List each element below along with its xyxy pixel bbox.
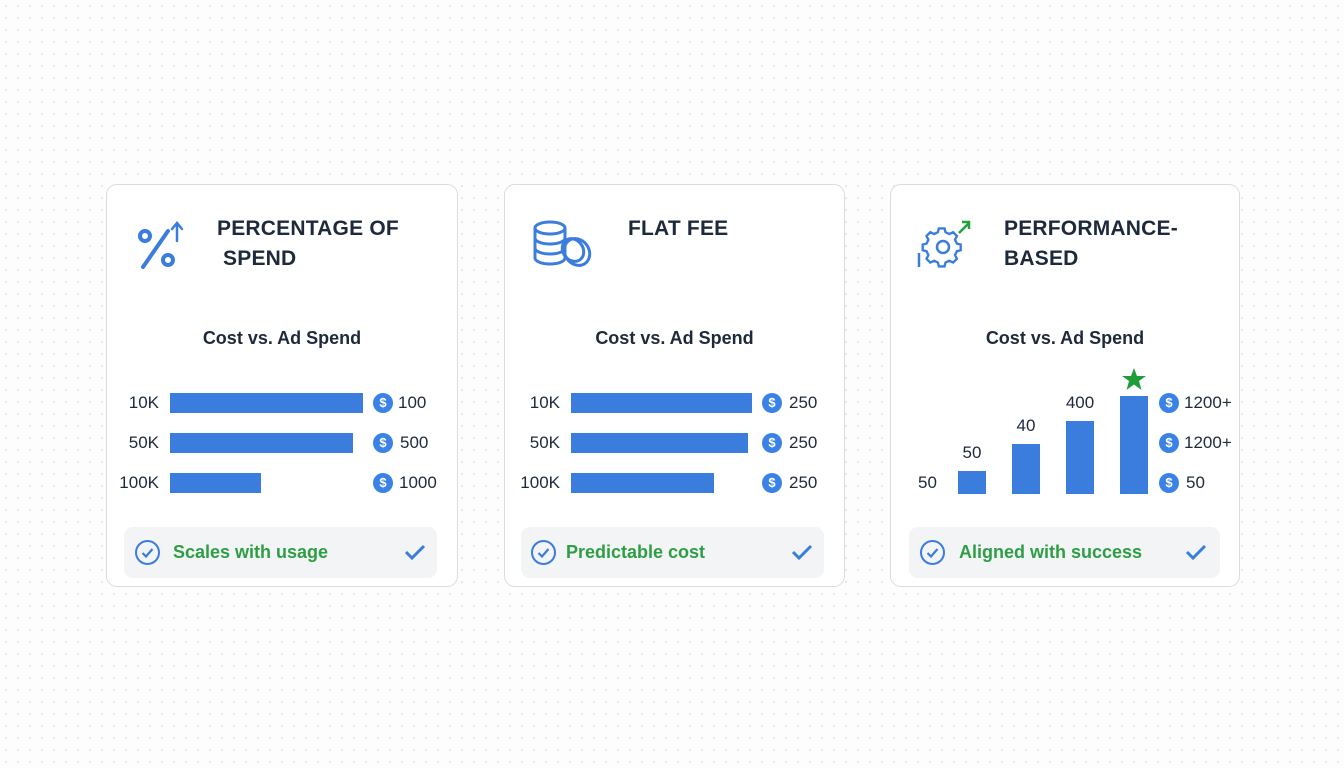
cost-value: 250: [789, 473, 818, 492]
bar-label: 400: [1065, 393, 1095, 412]
benefit-text: Predictable cost: [566, 542, 706, 562]
checkmark-icon: [404, 543, 426, 561]
card-title: PERCENTAGE OF SPEND: [217, 217, 399, 270]
check-circle-icon: [531, 540, 556, 565]
cost-value: 500: [400, 433, 429, 452]
dollar-coin-icon: $: [373, 433, 393, 453]
cost-bar: [571, 473, 714, 493]
card-title: PERFORMANCE- BASED: [1004, 217, 1178, 270]
cost-bar: [170, 393, 363, 413]
cost-value: 250: [789, 393, 818, 412]
cost-bar: [1120, 396, 1148, 494]
benefit-banner: Predictable cost: [521, 527, 824, 578]
spend-label: 50K: [529, 433, 560, 452]
dollar-coin-icon: $: [1159, 433, 1179, 453]
cost-value: 100: [398, 393, 427, 412]
cost-bar: [170, 433, 354, 453]
dollar-coin-icon: $: [762, 393, 782, 413]
spend-label: 50K: [128, 433, 159, 452]
cost-value: 1000: [399, 473, 437, 492]
spend-label: 100K: [520, 473, 560, 492]
gear-growth-icon: [917, 219, 973, 276]
dollar-coin-icon: $: [373, 473, 393, 493]
cost-bar: [1012, 444, 1040, 494]
cost-bar: [571, 433, 749, 453]
spend-label: 10K: [529, 393, 560, 412]
dollar-coin-icon: $: [762, 433, 782, 453]
checkmark-icon: [791, 543, 813, 561]
cost-bar: [571, 393, 752, 413]
benefit-banner: Scales with usage: [124, 527, 437, 578]
chart-subtitle: Cost vs. Ad Spend: [985, 328, 1145, 348]
chart-subtitle: Cost vs. Ad Spend: [202, 328, 362, 348]
pricing-card-performance: PERFORMANCE- BASED Cost vs. Ad Spend 50 …: [890, 184, 1240, 587]
pricing-card-percentage: PERCENTAGE OF SPEND Cost vs. Ad Spend 10…: [106, 184, 458, 587]
cost-bar: [1066, 421, 1094, 494]
benefit-text: Scales with usage: [173, 542, 329, 562]
cost-value: 1200+: [1184, 433, 1232, 452]
spend-label: 100K: [119, 473, 159, 492]
card-title: FLAT FEE: [628, 217, 729, 240]
cost-bar: [170, 473, 261, 493]
coins-icon: [532, 219, 594, 274]
dollar-coin-icon: $: [1159, 393, 1179, 413]
dollar-coin-icon: $: [762, 473, 782, 493]
benefit-text: Aligned with success: [959, 542, 1143, 562]
axis-label: 50: [918, 473, 937, 492]
cost-bar: [958, 471, 986, 494]
cost-value: 250: [789, 433, 818, 452]
cost-value: 50: [1186, 473, 1205, 492]
checkmark-icon: [1185, 543, 1207, 561]
dollar-coin-icon: $: [1159, 473, 1179, 493]
benefit-banner: Aligned with success: [909, 527, 1220, 578]
spend-label: 10K: [128, 393, 159, 412]
check-circle-icon: [135, 540, 160, 565]
bar-label: 50: [962, 443, 982, 462]
star-icon: [1122, 368, 1146, 395]
chart-subtitle: Cost vs. Ad Spend: [595, 328, 754, 348]
percent-up-icon: [135, 219, 187, 276]
pricing-card-flat-fee: FLAT FEE Cost vs. Ad Spend 10K $ 250 50K…: [504, 184, 845, 587]
cost-value: 1200+: [1184, 393, 1232, 412]
dollar-coin-icon: $: [373, 393, 393, 413]
check-circle-icon: [920, 540, 945, 565]
bar-label: 40: [1016, 416, 1036, 435]
